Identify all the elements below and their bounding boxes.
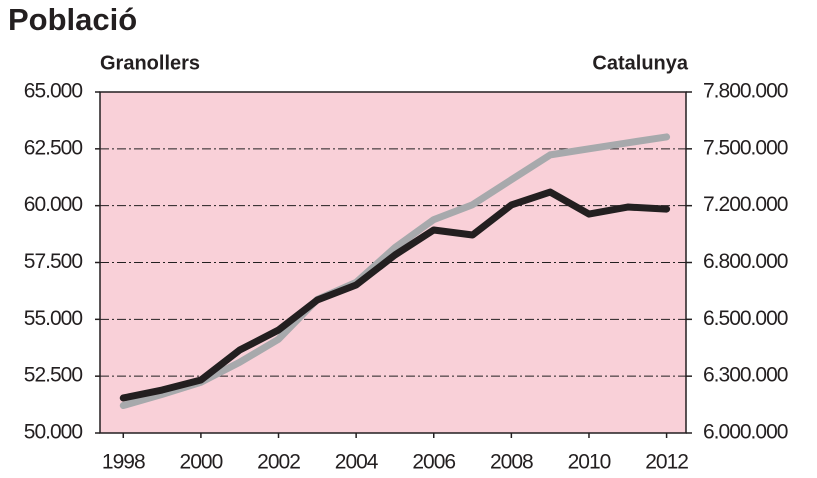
y2-tick-label: 6.800.000 xyxy=(703,250,788,273)
series-line xyxy=(119,188,671,402)
y-tick-label: 62.500 xyxy=(24,136,83,159)
x-tick-label: 1998 xyxy=(102,451,145,474)
y-tick-label: 65.000 xyxy=(24,80,83,103)
y-tick-label: 57.500 xyxy=(24,250,83,273)
x-tick-label: 2006 xyxy=(412,451,455,474)
y2-tick-label: 6.500.000 xyxy=(703,307,788,330)
x-tick-label: 2010 xyxy=(568,451,611,474)
y-tick-label: 60.000 xyxy=(24,193,83,216)
y-axis-label: Granollers xyxy=(100,52,200,74)
y2-tick-label: 7.800.000 xyxy=(703,80,788,103)
y2-tick-label: 6.000.000 xyxy=(703,421,788,444)
y2-tick-label: 7.200.000 xyxy=(703,193,788,216)
x-tick-label: 2012 xyxy=(645,451,688,474)
x-tick-label: 2008 xyxy=(490,451,533,474)
y-tick-label: 55.000 xyxy=(24,307,83,330)
y-tick-label: 52.500 xyxy=(24,364,83,387)
y-tick-label: 50.000 xyxy=(24,421,83,444)
y2-tick-label: 6.300.000 xyxy=(703,364,788,387)
y2-tick-label: 7.500.000 xyxy=(703,136,788,159)
x-tick-label: 2002 xyxy=(257,451,300,474)
x-tick-label: 2000 xyxy=(180,451,223,474)
y2-axis-label: Catalunya xyxy=(592,52,688,74)
series-line xyxy=(119,133,671,410)
x-tick-label: 2004 xyxy=(335,451,379,474)
chart-title: Població xyxy=(8,2,137,37)
